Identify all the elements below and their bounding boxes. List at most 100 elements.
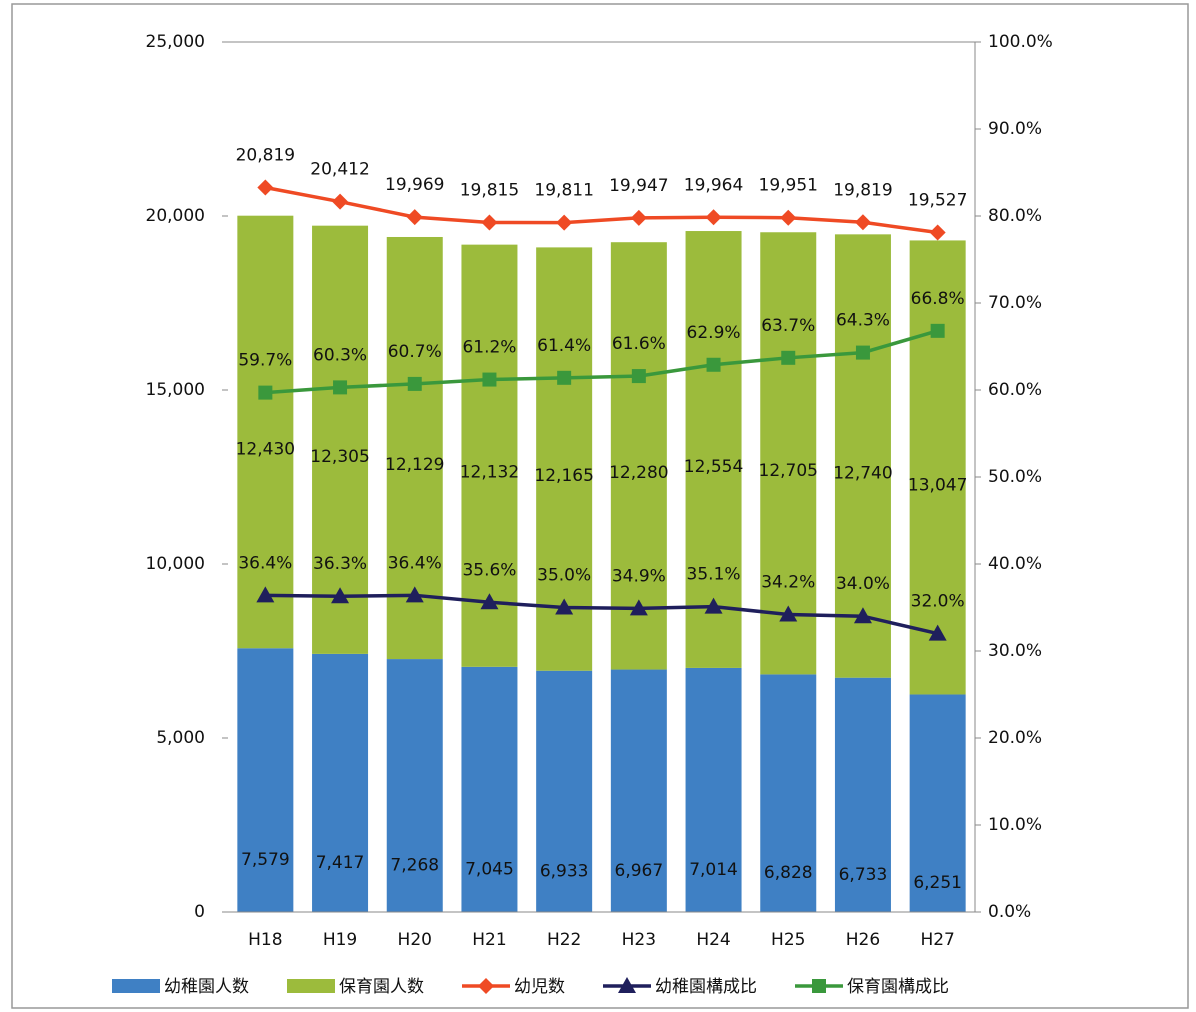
point-value-label: 61.4% (537, 336, 591, 356)
bar (685, 231, 742, 668)
point (557, 370, 572, 385)
point-value-label: 19,819 (833, 180, 892, 200)
bar (760, 674, 817, 912)
point (630, 209, 647, 226)
point-value-label: 35.6% (462, 560, 516, 580)
bar (237, 648, 294, 912)
y2-tick-label: 60.0% (988, 380, 1042, 400)
point-value-label: 19,811 (534, 181, 593, 201)
bar-value-label: 6,733 (839, 865, 888, 885)
point-value-label: 19,815 (460, 180, 519, 200)
bar-value-label: 12,280 (609, 463, 668, 483)
legend-marker (478, 978, 494, 994)
y-tick-label: 15,000 (146, 380, 205, 400)
point-value-label: 60.3% (313, 345, 367, 365)
bar (237, 215, 294, 649)
y2-tick-label: 40.0% (988, 554, 1042, 574)
point-value-label: 19,951 (759, 176, 818, 196)
y-tick-label: 5,000 (156, 728, 205, 748)
bar-value-label: 6,933 (540, 861, 589, 881)
bar (909, 694, 966, 912)
point-value-label: 36.3% (313, 554, 367, 574)
y-tick-label: 20,000 (146, 206, 205, 226)
point-value-label: 36.4% (388, 553, 442, 573)
point-value-label: 20,412 (310, 160, 369, 180)
point-value-label: 34.0% (836, 574, 890, 594)
bar-value-label: 12,430 (236, 439, 295, 459)
bar-value-label: 7,579 (241, 850, 290, 870)
point (780, 209, 797, 226)
bar-value-label: 12,740 (833, 464, 892, 484)
point (332, 193, 349, 210)
bar-value-label: 6,251 (913, 873, 962, 893)
point-value-label: 32.0% (911, 592, 965, 612)
y2-tick-label: 20.0% (988, 728, 1042, 748)
point (480, 593, 499, 610)
point (256, 586, 275, 603)
point (853, 607, 872, 624)
point (855, 345, 870, 360)
point-value-label: 19,964 (684, 175, 743, 195)
x-tick-label: H18 (248, 930, 282, 950)
x-tick-label: H19 (323, 930, 357, 950)
y2-tick-label: 90.0% (988, 119, 1042, 139)
bar-value-label: 7,045 (465, 859, 514, 879)
point (779, 605, 798, 622)
bar (312, 225, 369, 654)
x-tick-label: H25 (771, 930, 805, 950)
point-value-label: 63.7% (761, 316, 815, 336)
legend-label: 幼児数 (514, 977, 565, 997)
point-value-label: 35.0% (537, 566, 591, 586)
point (333, 380, 348, 395)
bar-value-label: 12,554 (684, 457, 743, 477)
point (706, 357, 721, 372)
point-value-label: 61.2% (462, 338, 516, 358)
point (704, 597, 723, 614)
point (556, 214, 573, 231)
point-value-label: 59.7% (238, 351, 292, 371)
point (257, 179, 274, 196)
point-value-label: 35.1% (687, 565, 741, 585)
bar (312, 653, 369, 912)
bar (834, 677, 891, 912)
point (331, 587, 350, 604)
point (854, 214, 871, 231)
point (407, 376, 422, 391)
bar (685, 667, 742, 912)
point-value-label: 60.7% (388, 342, 442, 362)
point-value-label: 64.3% (836, 311, 890, 331)
bar-value-label: 7,014 (689, 860, 738, 880)
bar (610, 669, 667, 912)
point (481, 214, 498, 231)
y2-tick-label: 100.0% (988, 32, 1053, 52)
point (405, 586, 424, 603)
bar-value-label: 12,305 (310, 447, 369, 467)
line (265, 329, 939, 395)
point-value-label: 34.2% (761, 572, 815, 592)
bar-value-label: 7,417 (316, 853, 365, 873)
point-value-label: 19,969 (385, 175, 444, 195)
bar-value-label: 13,047 (908, 476, 967, 496)
point-value-label: 66.8% (911, 289, 965, 309)
y-tick-label: 25,000 (146, 32, 205, 52)
chart-frame (11, 3, 1189, 1009)
y-tick-label: 10,000 (146, 554, 205, 574)
x-tick-label: H21 (472, 930, 506, 950)
bar (909, 240, 966, 695)
x-tick-label: H27 (920, 930, 954, 950)
point (929, 224, 946, 241)
x-tick-label: H26 (846, 930, 880, 950)
bar-value-label: 12,165 (534, 466, 593, 486)
x-tick-label: H24 (696, 930, 730, 950)
legend-label: 保育園構成比 (847, 977, 949, 997)
bar (610, 242, 667, 670)
x-tick-label: H22 (547, 930, 581, 950)
bar-value-label: 12,132 (460, 463, 519, 483)
bar (386, 659, 443, 912)
point (631, 369, 646, 384)
bar-value-label: 6,828 (764, 863, 813, 883)
y2-tick-label: 0.0% (988, 902, 1031, 922)
bar (760, 232, 817, 675)
y2-tick-label: 70.0% (988, 293, 1042, 313)
